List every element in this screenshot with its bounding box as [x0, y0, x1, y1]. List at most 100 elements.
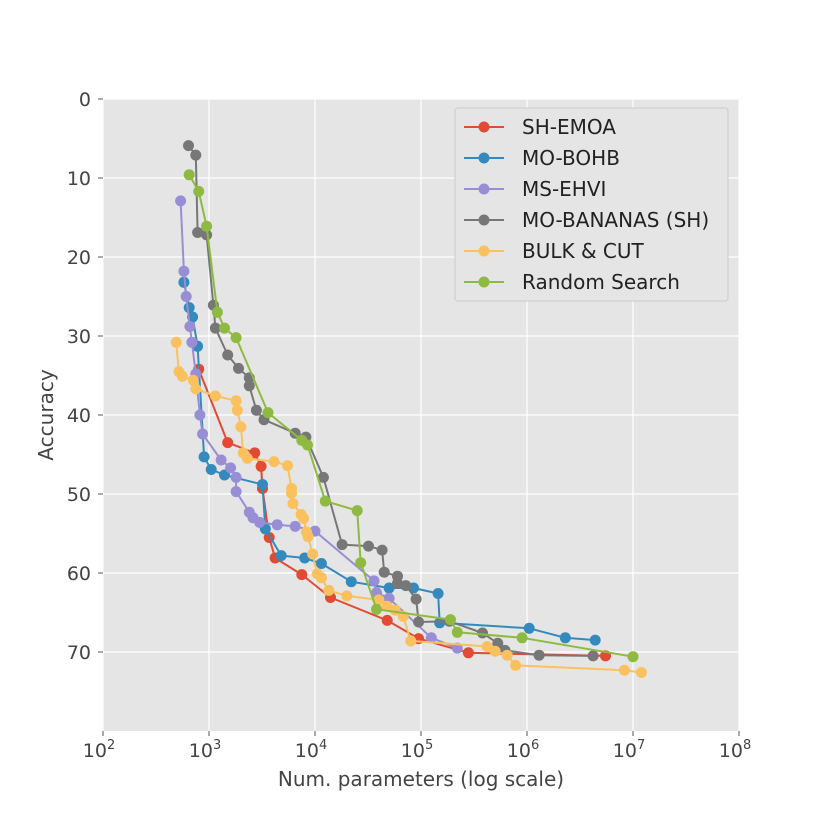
- y-tick-label: 20: [67, 247, 91, 269]
- legend-marker: [478, 152, 490, 164]
- data-point: [211, 306, 223, 318]
- data-point: [225, 462, 237, 474]
- legend-entry: SH-EMOA: [464, 115, 616, 139]
- x-tick-base: 10: [83, 740, 107, 762]
- data-point: [516, 632, 528, 644]
- data-point: [187, 374, 199, 386]
- series-ms-ehvi: [175, 195, 463, 654]
- y-tick-label: 70: [67, 642, 91, 664]
- data-point: [368, 575, 380, 587]
- data-point: [230, 471, 242, 483]
- data-point: [315, 572, 327, 584]
- x-tick-label: 108: [719, 738, 751, 762]
- data-point: [193, 185, 205, 197]
- data-point: [618, 664, 630, 676]
- data-point: [219, 322, 230, 334]
- data-point: [201, 229, 213, 241]
- x-tick-base: 10: [295, 740, 319, 762]
- data-point: [451, 626, 463, 638]
- data-point: [315, 558, 327, 569]
- data-point: [432, 588, 444, 599]
- data-point: [233, 362, 244, 374]
- data-point: [477, 627, 488, 639]
- data-point: [222, 349, 234, 361]
- y-tick-label: 10: [67, 168, 91, 190]
- x-tick-label: 104: [295, 738, 327, 762]
- series-mo-bananas-sh: [183, 140, 599, 662]
- data-point: [282, 460, 293, 472]
- data-point: [183, 302, 195, 314]
- data-point: [345, 576, 357, 588]
- legend-marker: [478, 245, 490, 257]
- data-point: [170, 336, 182, 348]
- data-point: [250, 404, 262, 416]
- data-point: [298, 513, 310, 524]
- series-bulk-cut: [170, 336, 647, 678]
- data-point: [194, 409, 206, 421]
- legend: SH-EMOA MO-BOHB MS-EHVI MO-BANANAS (SH) BULK…: [454, 107, 729, 302]
- data-point: [510, 659, 522, 671]
- data-point: [190, 149, 202, 161]
- data-point: [341, 590, 353, 602]
- y-axis-ticks: 0 10 20 30 40 50 60 70: [67, 89, 103, 664]
- data-point: [425, 632, 437, 644]
- x-tick-exponent: 5: [425, 738, 433, 753]
- data-point: [392, 577, 403, 589]
- x-tick-base: 10: [719, 740, 743, 762]
- y-axis-label: Accuracy: [34, 369, 58, 460]
- x-tick-label: 102: [83, 738, 115, 762]
- legend-marker: [478, 276, 490, 288]
- data-point: [489, 645, 501, 657]
- data-point: [445, 614, 456, 626]
- y-tick-label: 0: [79, 89, 91, 111]
- legend-label: BULK & CUT: [522, 239, 645, 263]
- data-point: [230, 332, 242, 344]
- data-point: [231, 404, 243, 416]
- y-tick-label: 30: [67, 326, 91, 348]
- data-point: [235, 421, 247, 433]
- data-point: [307, 548, 319, 560]
- legend-label: MO-BOHB: [522, 146, 620, 170]
- data-point: [271, 519, 283, 531]
- data-point: [336, 539, 348, 551]
- data-point: [381, 614, 393, 626]
- data-point: [355, 557, 367, 569]
- data-point: [376, 544, 388, 556]
- data-point: [262, 407, 274, 419]
- data-point: [589, 634, 601, 646]
- legend-marker: [478, 214, 490, 226]
- y-tick-label: 50: [67, 484, 91, 506]
- legend-label: MO-BANANAS (SH): [522, 208, 709, 232]
- legend-label: MS-EHVI: [522, 177, 606, 201]
- legend-marker: [478, 183, 490, 195]
- data-point: [197, 428, 209, 440]
- data-point: [209, 322, 221, 334]
- data-point: [351, 505, 363, 517]
- legend-label: Random Search: [522, 270, 680, 294]
- x-tick-label: 105: [401, 738, 433, 762]
- x-tick-base: 10: [507, 740, 531, 762]
- data-point: [184, 321, 196, 332]
- x-tick-label: 106: [507, 738, 539, 762]
- data-point: [523, 622, 535, 634]
- data-point: [587, 650, 599, 662]
- data-point: [501, 649, 513, 661]
- data-point: [215, 454, 227, 466]
- x-tick-exponent: 2: [107, 738, 115, 753]
- data-point: [434, 617, 446, 629]
- data-point: [268, 456, 280, 468]
- x-axis-label: Num. parameters (log scale): [278, 767, 564, 791]
- data-point: [201, 220, 213, 232]
- y-tick-label: 40: [67, 405, 91, 427]
- data-point: [323, 584, 335, 596]
- x-tick-label: 103: [189, 738, 221, 762]
- data-point: [302, 531, 314, 543]
- data-point: [186, 336, 198, 348]
- y-tick-label: 60: [67, 563, 91, 585]
- data-point: [383, 582, 395, 594]
- x-tick-exponent: 6: [531, 738, 539, 753]
- data-point: [176, 370, 188, 382]
- data-point: [410, 593, 422, 605]
- series-random-search: [183, 169, 639, 663]
